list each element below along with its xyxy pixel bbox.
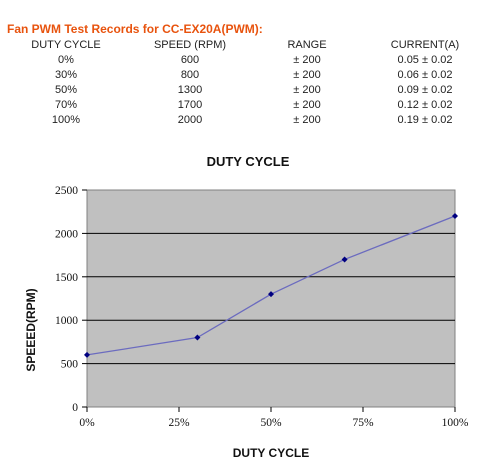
- x-tick-label: 0%: [79, 417, 95, 429]
- data-point-marker: [268, 291, 274, 298]
- y-axis-label: SPEEED(RPM): [24, 288, 38, 371]
- x-tick-label: 50%: [260, 417, 282, 429]
- cell-range: ± 200: [293, 69, 321, 81]
- y-tick-label: 500: [61, 359, 79, 371]
- cell-duty-cycle: 70%: [54, 99, 78, 111]
- x-axis-ticks: 0% 25% 50% 75% 100%: [79, 407, 469, 429]
- cell-duty-cycle: 100%: [51, 114, 81, 126]
- data-point-marker: [194, 334, 201, 341]
- cell-range: ± 200: [293, 54, 321, 66]
- y-tick-label: 0: [72, 402, 78, 414]
- y-tick-label: 1000: [55, 315, 78, 327]
- header-duty-cycle: DUTY CYCLE: [31, 39, 101, 51]
- x-tick-label: 25%: [168, 417, 190, 429]
- cell-current: 0.05 ± 0.02: [397, 54, 453, 66]
- cell-current: 0.06 ± 0.02: [397, 69, 453, 81]
- data-point-marker: [84, 351, 90, 358]
- cell-range: ± 200: [293, 99, 321, 111]
- y-tick-label: 1500: [55, 272, 78, 284]
- cell-speed: 1300: [177, 84, 203, 96]
- y-tick-label: 2000: [55, 228, 78, 240]
- table-row: 70% 1700 ± 200 0.12 ± 0.02: [4, 98, 488, 113]
- records-table: DUTY CYCLE SPEED (RPM) RANGE CURRENT(A) …: [4, 38, 488, 128]
- cell-speed: 600: [180, 54, 200, 66]
- table-row: 100% 2000 ± 200 0.19 ± 0.02: [4, 113, 488, 128]
- table-row: 0% 600 ± 200 0.05 ± 0.02: [4, 53, 488, 68]
- y-axis-ticks: 0 500 1000 1500 2000 2500: [55, 185, 87, 414]
- grid-lines: [87, 232, 455, 365]
- table-row: 50% 1300 ± 200 0.09 ± 0.02: [4, 83, 488, 98]
- header-speed: SPEED (RPM): [153, 39, 227, 51]
- header-range: RANGE: [287, 39, 327, 51]
- records-title: Fan PWM Test Records for CC-EX20A(PWM):: [7, 22, 263, 36]
- cell-speed: 1700: [177, 99, 203, 111]
- series-markers: [84, 213, 458, 358]
- x-tick-label: 100%: [442, 417, 469, 429]
- cell-duty-cycle: 0%: [58, 54, 74, 66]
- chart-title: DUTY CYCLE: [207, 154, 290, 169]
- x-axis-label: DUTY CYCLE: [233, 446, 309, 460]
- data-point-marker: [452, 213, 458, 220]
- cell-speed: 800: [180, 69, 200, 81]
- records-header-row: DUTY CYCLE SPEED (RPM) RANGE CURRENT(A): [4, 38, 488, 53]
- data-point-marker: [341, 256, 348, 263]
- cell-current: 0.09 ± 0.02: [397, 84, 453, 96]
- speed-chart: DUTY CYCLE 0 500 1000 1500 2000 2500 0% 25% 50%…: [24, 154, 469, 460]
- plot-area: [86, 189, 456, 408]
- x-tick-label: 75%: [352, 417, 374, 429]
- y-tick-label: 2500: [55, 185, 78, 197]
- cell-range: ± 200: [293, 114, 321, 126]
- table-row: 30% 800 ± 200 0.06 ± 0.02: [4, 68, 488, 83]
- cell-duty-cycle: 30%: [54, 69, 78, 81]
- cell-speed: 2000: [177, 114, 203, 126]
- cell-range: ± 200: [293, 84, 321, 96]
- cell-duty-cycle: 50%: [54, 84, 78, 96]
- header-current: CURRENT(A): [390, 39, 460, 51]
- cell-current: 0.12 ± 0.02: [397, 99, 453, 111]
- cell-current: 0.19 ± 0.02: [397, 114, 453, 126]
